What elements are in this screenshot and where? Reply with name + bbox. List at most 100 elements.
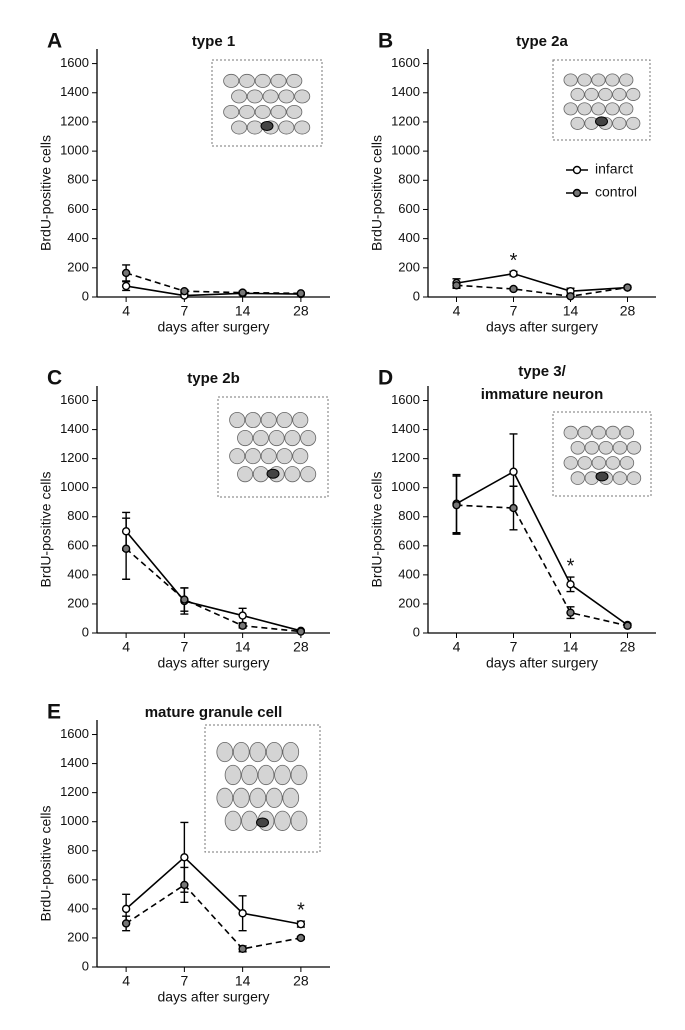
x-tick-label: 4 [122,973,130,989]
inset-frame [552,59,651,141]
marker [452,500,461,510]
y-axis-label: BrdU-positive cells [369,135,385,251]
cell [278,120,295,135]
marker [623,621,632,630]
cell [274,810,291,831]
y-tick-label: 1000 [60,143,89,158]
annotation: * [510,250,518,272]
x-tick-label: 4 [453,303,461,319]
x-tick-label: 4 [453,639,461,655]
marker [121,281,131,291]
cell [216,741,234,763]
cell [231,89,248,104]
series-line [125,272,301,295]
x-tick-label: 28 [293,973,309,989]
chart-title: type 2a [516,33,568,50]
y-tick-label: 1000 [60,813,89,828]
cell [286,73,303,88]
marker [509,269,518,278]
marker [121,904,131,914]
x-tick-label: 4 [122,303,130,319]
cell [577,73,592,87]
series-line [125,530,302,632]
cell-illustration [229,411,317,483]
x-axis-label: days after surgery [486,319,598,335]
chart-title: mature granule cell [145,704,283,721]
y-tick-label: 1400 [391,84,420,99]
cell [237,430,254,447]
y-tick-label: 1000 [60,479,89,494]
y-tick-label: 800 [67,508,89,523]
chart-title: immature neuron [481,386,604,403]
legend-label: control [595,184,637,200]
cell [260,411,277,429]
y-tick-label: 1600 [60,726,89,741]
cell [292,448,309,465]
cell [626,471,642,485]
marker [238,909,247,918]
cell [300,430,317,447]
marker [238,288,247,297]
cell [612,471,628,485]
cell [246,89,263,104]
cell [244,448,261,465]
series-line [456,272,628,292]
y-tick-label: 400 [67,566,89,581]
cell [252,430,269,447]
annotation: * [567,555,575,577]
cell [619,425,635,440]
cell [598,87,613,101]
y-tick-label: 200 [398,259,420,274]
cell [241,810,258,831]
marker [180,880,189,890]
cell [605,456,621,470]
series-line [456,470,628,626]
cell [563,425,578,440]
y-tick-label: 600 [67,871,89,886]
x-tick-label: 28 [293,639,309,655]
series-line [125,883,302,950]
cell [563,73,578,87]
cell [626,116,641,130]
cell [612,440,628,455]
marker [121,268,131,278]
x-tick-label: 7 [510,639,518,655]
cell [619,456,635,470]
x-axis-label: days after surgery [157,989,269,1005]
labelled-cell [260,121,274,132]
y-axis-label: BrdU-positive cells [369,472,385,588]
y-tick-label: 800 [67,842,89,857]
cell [232,787,250,809]
legend-marker [572,165,582,175]
cell [577,102,592,116]
cell [276,411,293,429]
cell [584,87,599,101]
y-axis-label: BrdU-positive cells [38,472,54,588]
cell [265,741,283,763]
y-tick-label: 200 [67,595,89,610]
x-axis-label: days after surgery [486,655,598,671]
inset-frame [217,396,329,498]
marker [180,286,189,296]
marker [238,944,247,954]
x-tick-label: 4 [122,639,130,655]
panel-label: E [47,701,61,724]
marker [623,283,632,292]
x-axis-label: days after surgery [157,655,269,671]
cell [237,466,254,483]
y-tick-label: 600 [67,201,89,216]
cell [292,411,309,429]
cell-illustration [223,73,311,135]
y-tick-label: 1200 [60,113,89,128]
y-tick-label: 0 [413,288,420,303]
cell [626,440,642,455]
y-tick-label: 1600 [391,392,420,407]
y-tick-label: 0 [82,624,89,639]
y-tick-label: 600 [398,537,420,552]
y-tick-label: 0 [413,624,420,639]
cell [570,440,585,455]
y-tick-label: 200 [398,595,420,610]
cell-illustration [563,73,641,130]
cell [270,73,287,88]
